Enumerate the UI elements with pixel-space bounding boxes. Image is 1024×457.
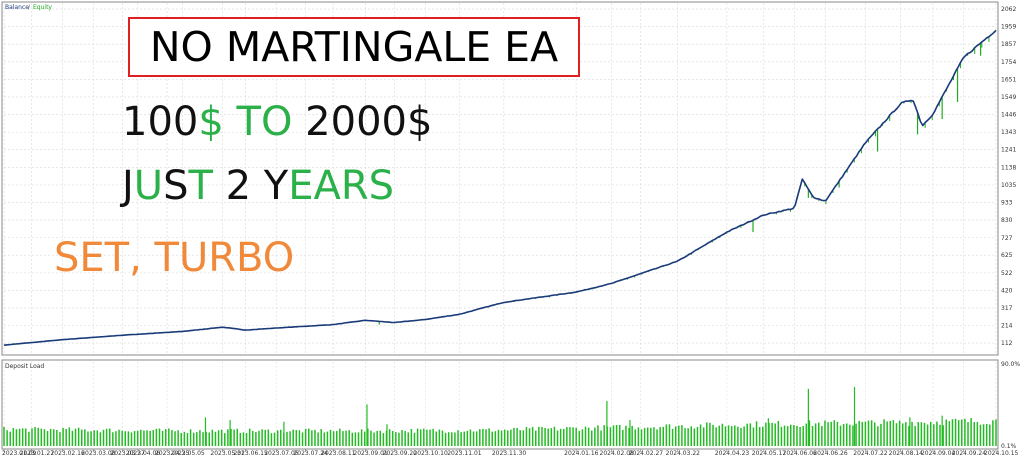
main-y-tick-label: 1343 [1001, 129, 1016, 136]
legend-equity: Equity [33, 4, 52, 11]
main-y-tick-label: 1138 [1001, 164, 1016, 171]
x-tick-label: 2024.08.14 [889, 450, 924, 457]
main-y-tick-label: 2062 [1001, 6, 1016, 13]
load-bars [3, 387, 997, 446]
main-y-tick-label: 112 [1001, 340, 1013, 347]
x-tick-label: 2024.01.16 [564, 450, 599, 457]
main-y-tick-label: 214 [1001, 323, 1013, 330]
promo-text-segment: EARS [288, 163, 395, 209]
main-y-tick-label: 830 [1001, 217, 1013, 224]
load-panel-title: Deposit Load [5, 363, 44, 370]
legend: Balance / Equity [5, 4, 52, 11]
main-y-axis: 112 214 317 420 522 625 727 830 933 1035 1138 1241 1… [1001, 6, 1016, 347]
balance-series [3, 29, 997, 346]
main-y-tick-label: 1241 [1001, 147, 1016, 154]
main-y-tick-label: 1035 [1001, 182, 1016, 189]
main-y-tick-label: 1857 [1001, 41, 1016, 48]
main-y-tick-label: 1549 [1001, 94, 1016, 101]
promo-text-segment: J [122, 163, 134, 209]
x-tick-label: 2024.02.27 [629, 450, 664, 457]
x-tick-label: 2024.07.22 [853, 450, 888, 457]
x-tick-label: 2024.04.23 [715, 450, 750, 457]
x-tick-label: 2024.09.24 [952, 450, 987, 457]
x-tick-label: 2024.03.22 [666, 450, 701, 457]
promo-text-segment: SET, TURBO [54, 235, 295, 281]
load-panel-frame [1, 359, 999, 450]
x-tick-label: 2023.03.08 [81, 450, 116, 457]
x-tick-label: 2023.04.06 [126, 450, 161, 457]
promo-text-segment: 2 Y [212, 163, 289, 209]
x-tick-label: 2023.06.15 [233, 450, 268, 457]
promo-text-segment: S [163, 163, 189, 209]
x-tick-label: 2023.11.30 [492, 450, 527, 457]
promo-text-segment: U [133, 163, 164, 209]
main-y-tick-label: 420 [1001, 287, 1013, 294]
main-grid [3, 3, 997, 354]
x-tick-label: 2023.01.09 [2, 450, 37, 457]
x-tick-label: 2023.02.16 [50, 450, 85, 457]
legend-separator: / [28, 4, 31, 11]
x-tick-label: 2024.06.06 [783, 450, 818, 457]
x-tick-label: 2023.01.27 [20, 450, 55, 457]
balance-line [3, 29, 997, 346]
main-y-tick-label: 625 [1001, 252, 1013, 259]
promo-text-segment: T [188, 163, 213, 209]
x-tick-label: 2024.10.15 [984, 450, 1019, 457]
promo-line-set: SET, TURBO [54, 238, 294, 278]
x-tick-label: 2023.09.01 [353, 450, 388, 457]
main-y-tick-label: 727 [1001, 235, 1013, 242]
main-y-tick-label: 1959 [1001, 24, 1016, 31]
x-tick-label: 2023.05.31 [210, 450, 245, 457]
x-tick-label: 2023.09.20 [383, 450, 418, 457]
promo-text-segment: 2000$ [292, 99, 433, 145]
load-y-tick-max: 90.0% [1001, 361, 1020, 368]
main-y-tick-label: 317 [1001, 305, 1013, 312]
promo-title-box: NO MARTINGALE EA [128, 17, 580, 77]
x-tick-label: 2023.07.05 [264, 450, 299, 457]
x-tick-label: 2023.03.27 [110, 450, 145, 457]
promo-text-segment: 100 [122, 99, 199, 145]
x-tick-label: 2023.11.01 [447, 450, 482, 457]
x-tick-label: 2023.07.24 [293, 450, 328, 457]
x-tick-label: 2024.05.17 [752, 450, 787, 457]
promo-line-amount: 100$ TO 2000$ [122, 102, 432, 142]
load-y-tick-min: 0.1% [1001, 443, 1017, 450]
main-y-tick-label: 933 [1001, 199, 1013, 206]
promo-line-duration: JUST 2 YEARS [122, 166, 394, 206]
x-tick-label: 2024.02.08 [600, 450, 635, 457]
promo-text-segment: $ TO [198, 99, 293, 145]
x-tick-label: 2024.09.04 [921, 450, 956, 457]
main-y-tick-label: 1446 [1001, 112, 1016, 119]
x-axis: 2023.01.092023.01.272023.02.162023.03.08… [2, 449, 1019, 457]
main-y-tick-label: 1651 [1001, 76, 1016, 83]
x-tick-label: 2023.05.05 [170, 450, 205, 457]
x-tick-label: 2023.08.11 [321, 450, 356, 457]
x-tick-label: 2024.06.26 [813, 450, 848, 457]
promo-title: NO MARTINGALE EA [149, 23, 559, 71]
x-tick-label: 2023.10.10 [413, 450, 448, 457]
main-y-tick-label: 522 [1001, 270, 1013, 277]
legend-balance: Balance [5, 4, 29, 11]
deposit-load-panel: Deposit Load 90.0% 0.1% 2023.01.092023.0… [1, 359, 1020, 457]
main-y-tick-label: 1754 [1001, 59, 1016, 66]
x-tick-label: 2023.04.25 [155, 450, 190, 457]
